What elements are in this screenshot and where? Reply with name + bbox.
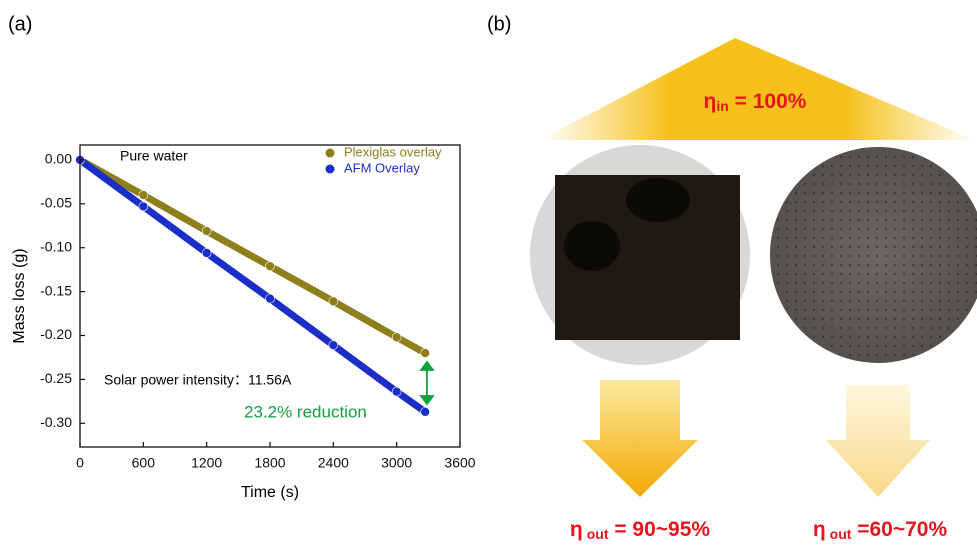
y-tick-label: -0.30 bbox=[40, 414, 72, 430]
x-tick-label: 0 bbox=[76, 455, 84, 471]
x-tick-label: 1200 bbox=[191, 455, 222, 471]
suffix: = 100% bbox=[729, 90, 807, 113]
photo-spot bbox=[626, 178, 690, 222]
data-point bbox=[266, 294, 275, 303]
annotation: Pure water bbox=[120, 148, 188, 164]
panel-label: (a) bbox=[8, 13, 32, 35]
subscript: in bbox=[716, 98, 728, 114]
data-point bbox=[392, 387, 401, 396]
figure: (a) Time (s) Mass loss (g) Pure water So… bbox=[0, 0, 977, 547]
y-tick-label: -0.20 bbox=[40, 326, 72, 342]
x-tick-label: 1800 bbox=[254, 455, 285, 471]
symbol: η bbox=[570, 518, 583, 541]
data-point bbox=[421, 349, 430, 358]
data-point bbox=[139, 191, 148, 200]
x-tick-label: 600 bbox=[132, 455, 156, 471]
annotation: 23.2% reduction bbox=[244, 402, 367, 421]
x-tick-label: 3600 bbox=[444, 455, 475, 471]
y-tick-label: -0.05 bbox=[40, 195, 72, 211]
panel-label: (b) bbox=[487, 13, 511, 35]
y-tick-label: -0.10 bbox=[40, 238, 72, 254]
x-tick-label: 2400 bbox=[318, 455, 349, 471]
suffix: =60~70% bbox=[851, 518, 947, 541]
x-tick-label: 3000 bbox=[381, 455, 412, 471]
annotation: Solar power intensity：11.56A bbox=[104, 372, 292, 388]
symbol: η bbox=[704, 90, 717, 113]
y-tick-label: -0.25 bbox=[40, 370, 72, 386]
data-point bbox=[421, 407, 430, 416]
suffix: = 90~95% bbox=[609, 518, 711, 541]
legend-marker bbox=[326, 149, 335, 158]
difference-arrow bbox=[421, 362, 433, 404]
photo-spot bbox=[564, 221, 620, 271]
x-axis-title: Time (s) bbox=[241, 484, 299, 501]
output-arrow bbox=[826, 385, 930, 497]
data-point bbox=[202, 227, 211, 236]
data-point bbox=[202, 248, 211, 257]
data-point bbox=[392, 333, 401, 342]
data-point bbox=[139, 202, 148, 211]
photo-texture bbox=[772, 149, 977, 361]
legend-label: AFM Overlay bbox=[344, 160, 420, 175]
data-point bbox=[266, 262, 275, 271]
output-arrow bbox=[582, 380, 698, 497]
series-line bbox=[80, 160, 425, 353]
legend-marker bbox=[326, 165, 335, 174]
data-point bbox=[329, 297, 338, 306]
y-tick-label: 0.00 bbox=[45, 151, 72, 167]
symbol: η bbox=[813, 518, 826, 541]
subscript: out bbox=[830, 526, 852, 542]
y-axis-title: Mass loss (g) bbox=[11, 248, 28, 343]
legend-label: Plexiglas overlay bbox=[344, 144, 442, 159]
y-tick-label: -0.15 bbox=[40, 282, 72, 298]
data-point bbox=[329, 341, 338, 350]
subscript: out bbox=[587, 526, 609, 542]
